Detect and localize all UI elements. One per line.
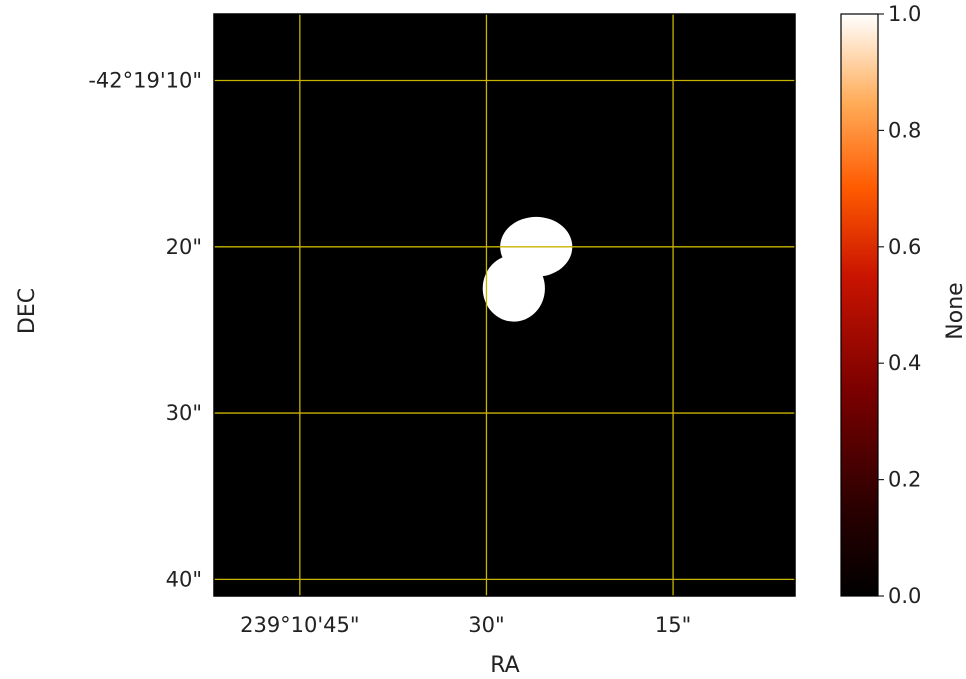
y-tick-label: 30" — [166, 401, 202, 425]
mask-blob — [482, 255, 545, 322]
coordinate-grid — [214, 14, 795, 596]
y-tick-label: -42°19'10" — [88, 69, 202, 93]
x-axis-label: RA — [490, 653, 519, 678]
colorbar-tick-label: 0.0 — [888, 584, 921, 608]
x-tick-label: 30" — [468, 613, 504, 637]
y-tick-labels: -42°19'10" 20" 30" 40" — [88, 69, 202, 592]
image-panel — [213, 13, 796, 597]
colorbar-tick-label: 0.2 — [888, 468, 921, 492]
colorbar-gradient — [840, 13, 879, 597]
colorbar-tick-label: 0.8 — [888, 118, 921, 142]
colorbar-tick-label: 0.4 — [888, 351, 921, 375]
colorbar-tick-label: 1.0 — [888, 2, 921, 26]
colorbar-tick-label: 0.6 — [888, 235, 921, 259]
colorbar-ticks: 0.0 0.2 0.4 0.6 0.8 1.0 — [878, 2, 921, 608]
y-tick-label: 40" — [166, 567, 202, 591]
x-tick-label: 15" — [655, 613, 691, 637]
image-frame — [213, 13, 796, 597]
colorbar-label: None — [943, 282, 966, 339]
x-tick-labels: 239°10'45" 30" 15" — [240, 613, 691, 637]
colorbar: 0.0 0.2 0.4 0.6 0.8 1.0 None — [840, 2, 966, 608]
y-tick-label: 20" — [166, 235, 202, 259]
y-axis-label: DEC — [15, 288, 40, 334]
x-tick-label: 239°10'45" — [240, 613, 359, 637]
